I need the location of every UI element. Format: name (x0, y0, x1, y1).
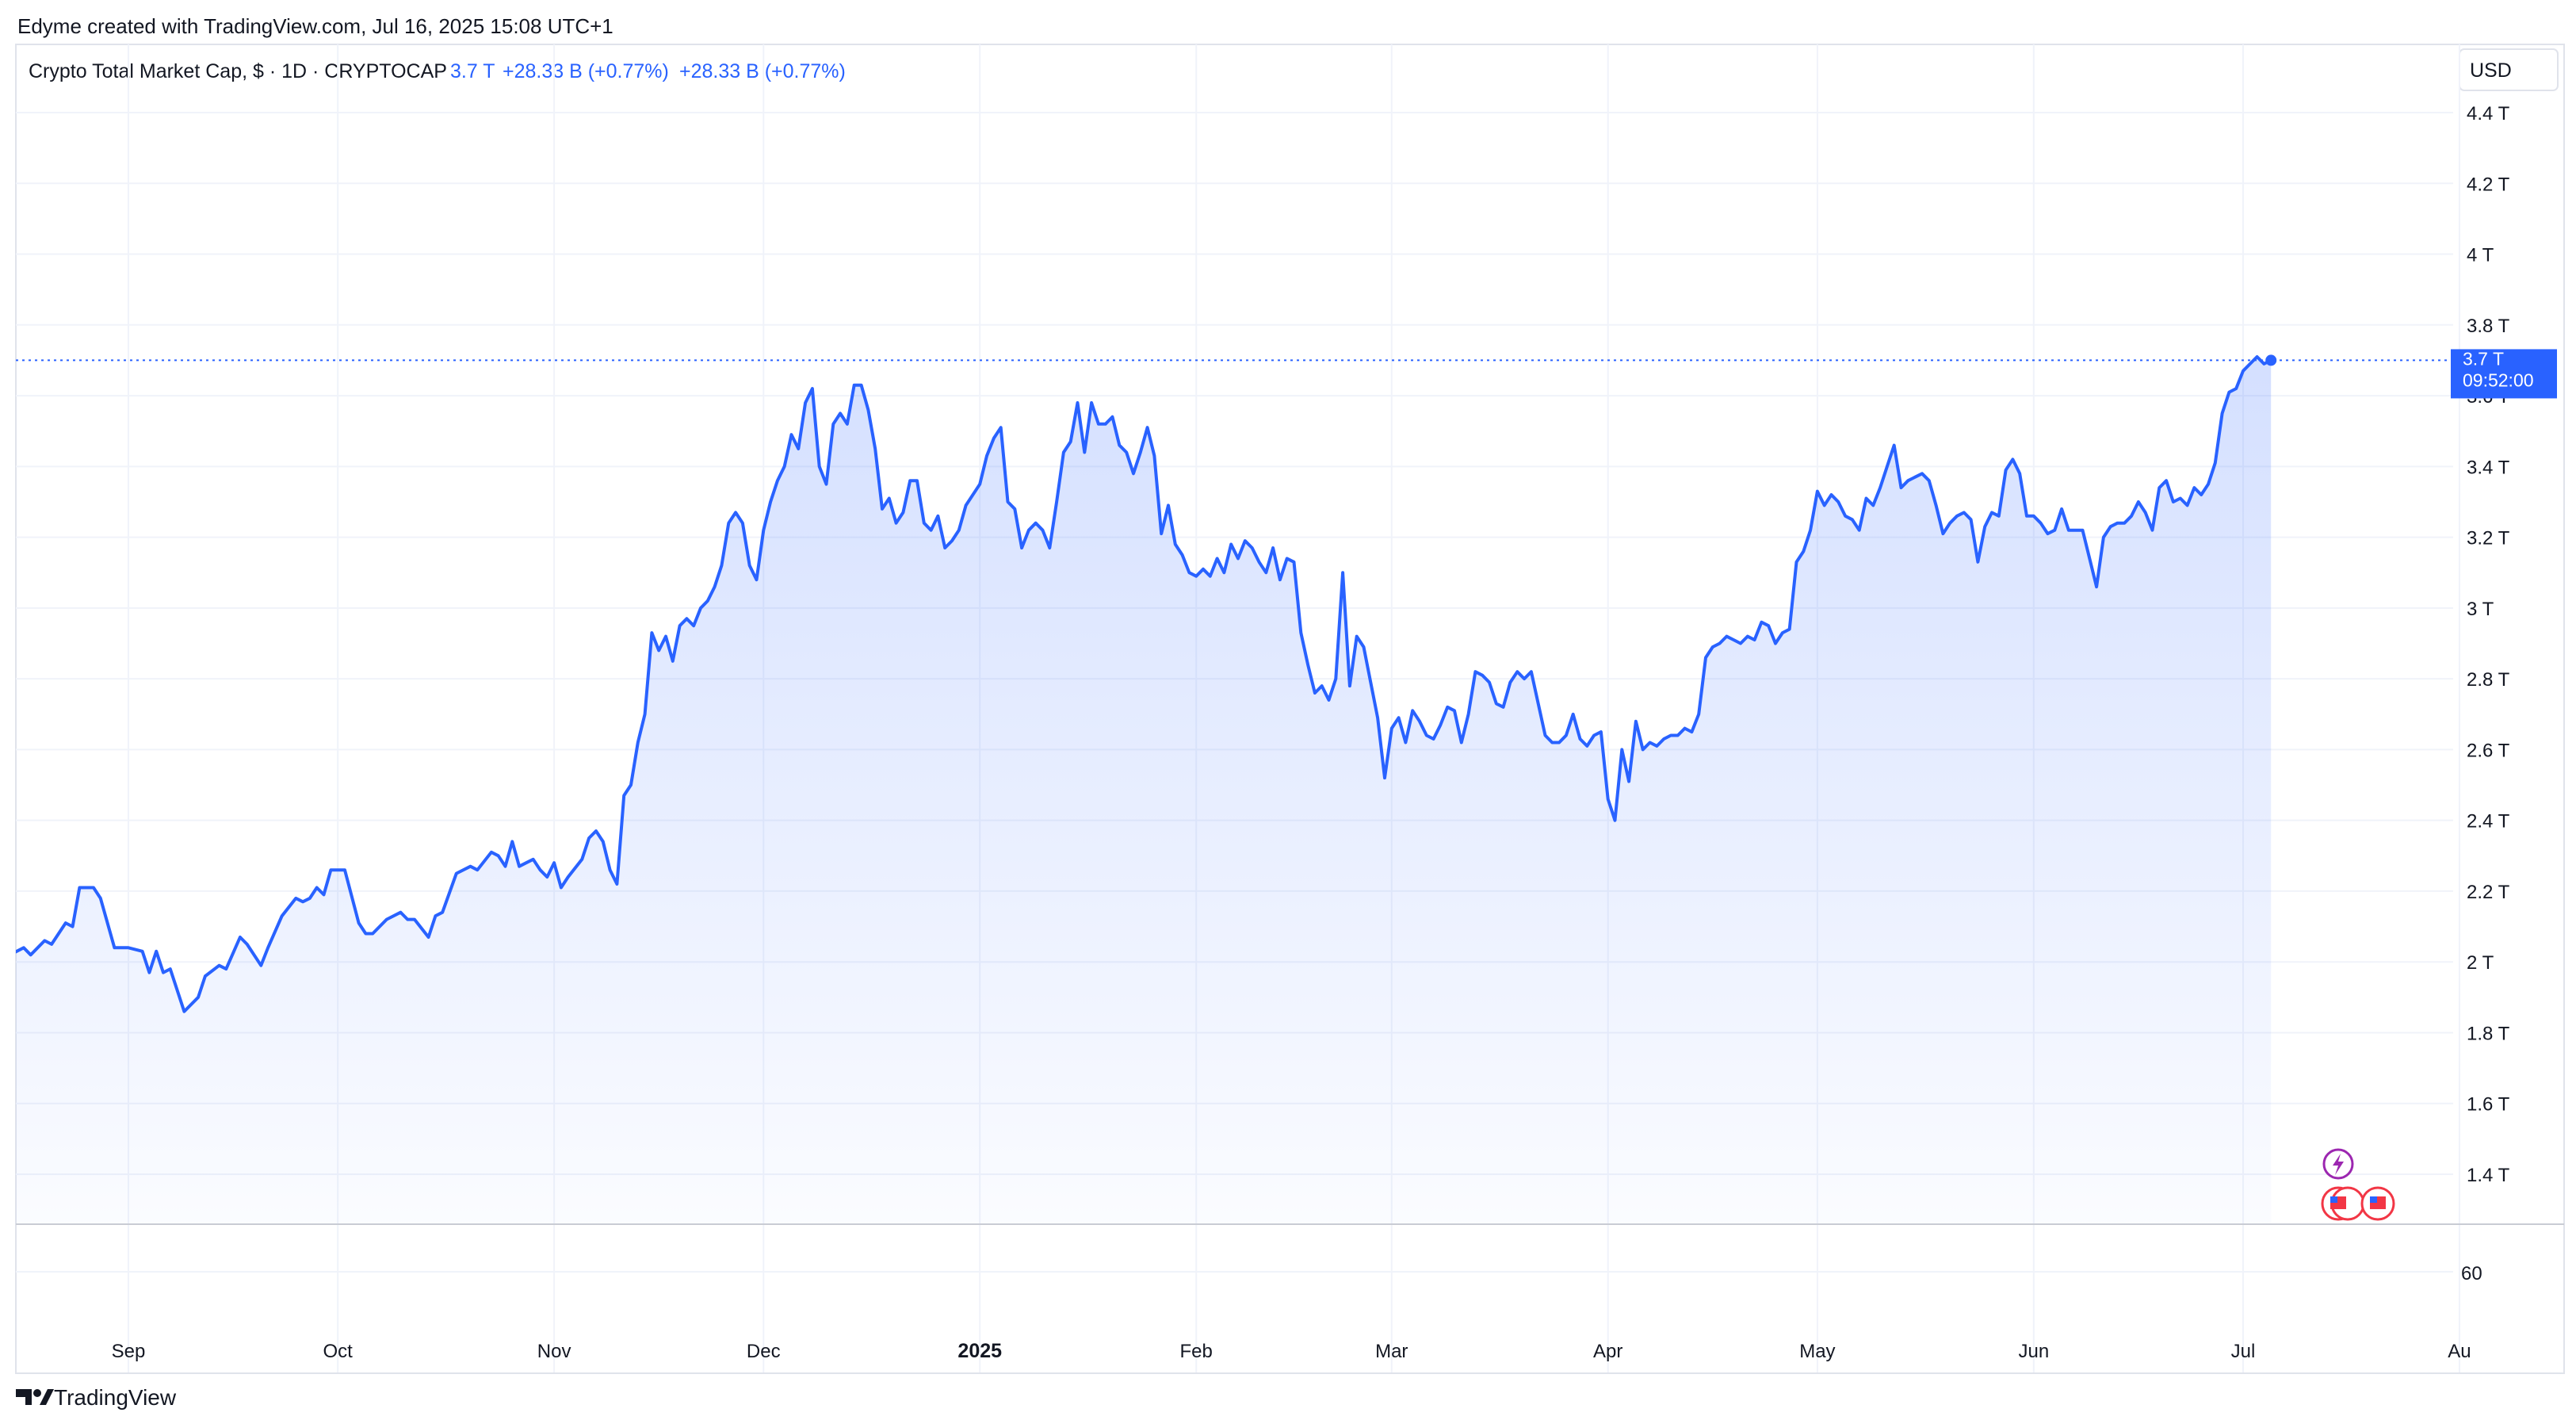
y-tick-label: 3.8 T (2467, 316, 2510, 337)
currency-label: USD (2470, 59, 2512, 82)
y-tick-label: 1.6 T (2467, 1094, 2510, 1116)
price-tag-value: 3.7 T (2463, 348, 2504, 369)
y-tick-label: 2.6 T (2467, 740, 2510, 761)
x-tick-label: Jun (2018, 1341, 2049, 1362)
y-tick-label: 1.4 T (2467, 1165, 2510, 1186)
x-tick-label: Feb (1180, 1341, 1213, 1362)
attribution-text: Edyme created with TradingView.com, Jul … (17, 14, 613, 38)
y-tick-label: 2 T (2467, 952, 2494, 974)
x-tick-label: May (1799, 1341, 1835, 1362)
price-axis[interactable]: 4.4 T4.2 T4 T3.8 T3.6 T3.4 T3.2 T3 T2.8 … (2467, 103, 2510, 1186)
x-tick-label: Oct (323, 1341, 353, 1362)
x-tick-label: Au (2448, 1341, 2471, 1362)
us-flag-icon[interactable] (2321, 1186, 2395, 1221)
plot-area[interactable] (10, 355, 2272, 1224)
x-tick-label: Sep (112, 1341, 146, 1362)
x-tick-label: Mar (1375, 1341, 1408, 1362)
currency-button[interactable]: USD (2459, 48, 2559, 91)
price-line (16, 355, 2272, 1013)
x-tick-label: Apr (1593, 1341, 1622, 1362)
y-tick-label: 4 T (2467, 245, 2494, 266)
x-tick-label: Nov (537, 1341, 571, 1362)
y-tick-label: 3.2 T (2467, 528, 2510, 549)
y-tick-label: 4.2 T (2467, 174, 2510, 195)
y-tick-label: 3 T (2467, 599, 2494, 620)
branding-text: TradingView (54, 1385, 177, 1410)
legend-symbol[interactable]: Crypto Total Market Cap, $ · 1D · CRYPTO… (29, 60, 447, 82)
y-tick-label: 2.4 T (2467, 811, 2510, 833)
x-tick-label: 2025 (957, 1340, 1002, 1362)
legend-change-1: +28.33 B (+0.77%) (503, 60, 669, 82)
area-fill (16, 357, 2272, 1224)
y-tick-label: 1.8 T (2467, 1023, 2510, 1044)
lightning-icon[interactable] (2322, 1148, 2354, 1180)
legend-change-2: +28.33 B (+0.77%) (679, 60, 846, 82)
tradingview-logo-icon (16, 1389, 54, 1405)
price-tag-countdown: 09:52:00 (2463, 369, 2534, 390)
time-axis[interactable]: Sep Oct Nov Dec 2025 Feb Mar Apr May Jun Jul Au (112, 1340, 2471, 1362)
y-tick-label: 3.4 T (2467, 457, 2510, 478)
x-tick-label: Dec (747, 1341, 781, 1362)
y-tick-label: 4.4 T (2467, 103, 2510, 124)
y-tick-label: 2.2 T (2467, 882, 2510, 903)
x-tick-label: Jul (2231, 1341, 2256, 1362)
volume-axis-label: 60 (2461, 1263, 2482, 1284)
last-price-tag: 3.7 T 09:52:00 (2451, 348, 2557, 399)
legend-last-value: 3.7 T (450, 60, 495, 82)
last-price-dot (2265, 354, 2277, 366)
tradingview-logo[interactable]: TradingView (16, 1385, 177, 1410)
y-tick-label: 2.8 T (2467, 669, 2510, 691)
